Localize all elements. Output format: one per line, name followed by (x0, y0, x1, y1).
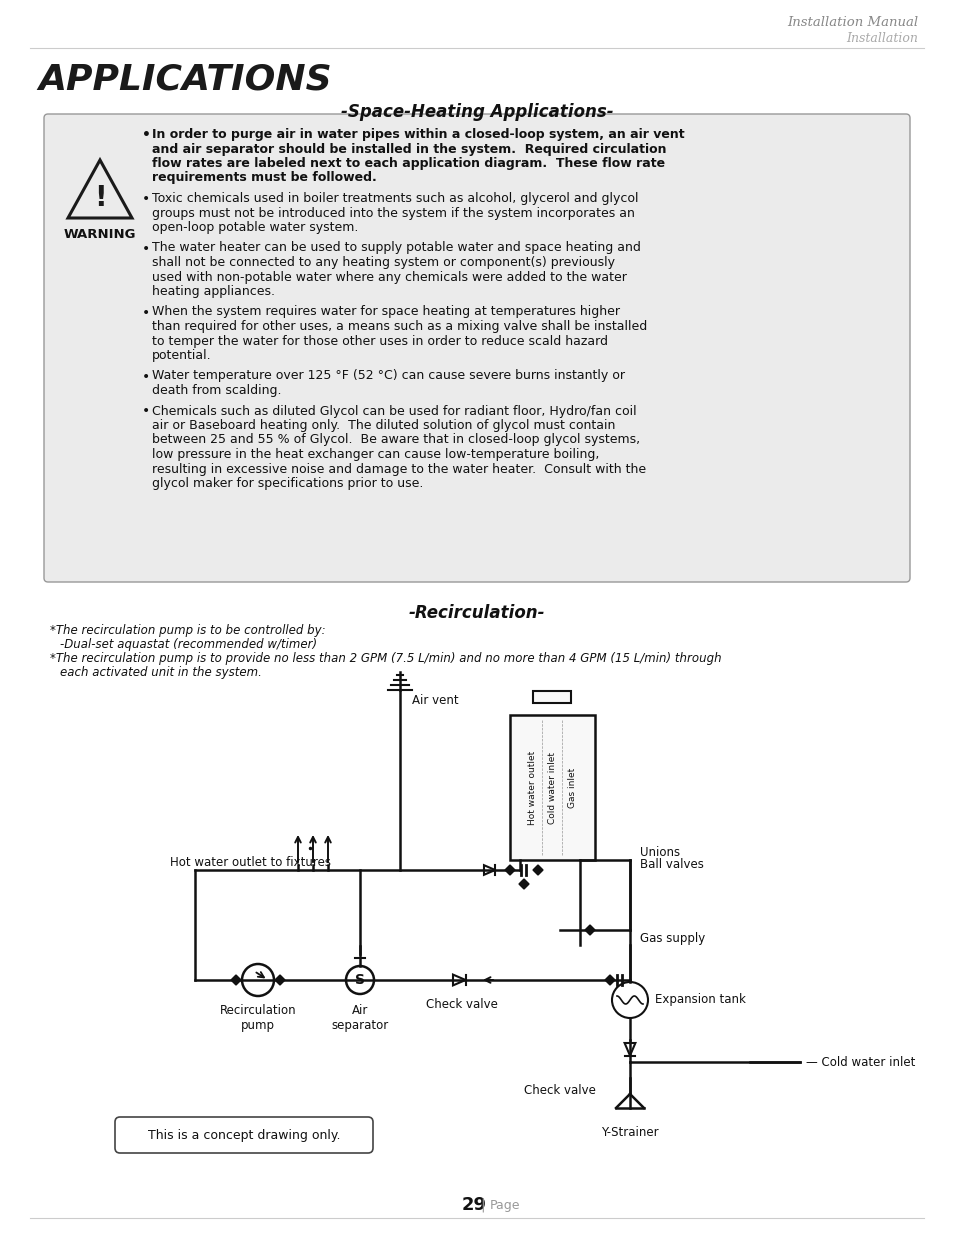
Text: Cold water inlet: Cold water inlet (548, 752, 557, 824)
Text: used with non-potable water where any chemicals were added to the water: used with non-potable water where any ch… (152, 270, 626, 284)
Text: Ball valves: Ball valves (639, 858, 703, 872)
Text: •: • (142, 191, 150, 206)
Text: S: S (355, 973, 365, 987)
Text: Air
separator: Air separator (331, 1004, 388, 1032)
Text: shall not be connected to any heating system or component(s) previously: shall not be connected to any heating sy… (152, 256, 615, 269)
Polygon shape (518, 879, 529, 889)
Text: air or Baseboard heating only.  The diluted solution of glycol must contain: air or Baseboard heating only. The dilut… (152, 419, 615, 432)
Text: Hot water outlet to fixtures: Hot water outlet to fixtures (170, 856, 331, 868)
Polygon shape (274, 974, 285, 986)
Text: Unions: Unions (639, 846, 679, 858)
Text: •: • (142, 242, 150, 256)
Text: 29: 29 (461, 1195, 486, 1214)
Text: This is a concept drawing only.: This is a concept drawing only. (148, 1129, 340, 1141)
Bar (533, 692, 571, 703)
Bar (510, 715, 595, 860)
Text: and air separator should be installed in the system.  Required circulation: and air separator should be installed in… (152, 142, 666, 156)
Text: Toxic chemicals used in boiler treatments such as alcohol, glycerol and glycol: Toxic chemicals used in boiler treatment… (152, 191, 638, 205)
Polygon shape (604, 974, 615, 986)
Text: •: • (142, 369, 150, 384)
FancyBboxPatch shape (44, 114, 909, 582)
Text: Gas supply: Gas supply (639, 932, 704, 945)
Text: open-loop potable water system.: open-loop potable water system. (152, 221, 358, 233)
Text: low pressure in the heat exchanger can cause low-temperature boiling,: low pressure in the heat exchanger can c… (152, 448, 598, 461)
Text: heating appliances.: heating appliances. (152, 285, 274, 298)
Polygon shape (504, 864, 515, 876)
Text: *The recirculation pump is to provide no less than 2 GPM (7.5 L/min) and no more: *The recirculation pump is to provide no… (50, 652, 720, 664)
Text: -Space-Heating Applications-: -Space-Heating Applications- (340, 103, 613, 121)
Text: flow rates are labeled next to each application diagram.  These flow rate: flow rates are labeled next to each appl… (152, 157, 664, 170)
Text: Installation: Installation (845, 32, 917, 44)
Text: •: • (142, 405, 150, 419)
Text: Gas inlet: Gas inlet (568, 768, 577, 808)
Text: -Dual-set aquastat (recommended w/timer): -Dual-set aquastat (recommended w/timer) (60, 638, 316, 651)
Text: Chemicals such as diluted Glycol can be used for radiant floor, Hydro/fan coil: Chemicals such as diluted Glycol can be … (152, 405, 636, 417)
Text: -Recirculation-: -Recirculation- (408, 604, 545, 622)
Text: •: • (142, 128, 151, 142)
Text: groups must not be introduced into the system if the system incorporates an: groups must not be introduced into the s… (152, 206, 634, 220)
Text: In order to purge air in water pipes within a closed-loop system, an air vent: In order to purge air in water pipes wit… (152, 128, 684, 141)
Text: resulting in excessive noise and damage to the water heater.  Consult with the: resulting in excessive noise and damage … (152, 462, 645, 475)
Text: !: ! (93, 184, 106, 212)
Text: Air vent: Air vent (412, 694, 458, 706)
Text: Hot water outlet: Hot water outlet (528, 751, 537, 825)
Text: Page: Page (490, 1198, 520, 1212)
Text: |: | (479, 1198, 484, 1213)
Text: requirements must be followed.: requirements must be followed. (152, 172, 376, 184)
FancyBboxPatch shape (115, 1116, 373, 1153)
Text: — Cold water inlet: — Cold water inlet (805, 1056, 915, 1068)
Text: between 25 and 55 % of Glycol.  Be aware that in closed-loop glycol systems,: between 25 and 55 % of Glycol. Be aware … (152, 433, 639, 447)
Text: Installation Manual: Installation Manual (786, 16, 917, 28)
Text: Water temperature over 125 °F (52 °C) can cause severe burns instantly or: Water temperature over 125 °F (52 °C) ca… (152, 369, 624, 383)
Text: death from scalding.: death from scalding. (152, 384, 281, 396)
Text: each activated unit in the system.: each activated unit in the system. (60, 666, 262, 679)
Text: than required for other uses, a means such as a mixing valve shall be installed: than required for other uses, a means su… (152, 320, 646, 333)
Text: The water heater can be used to supply potable water and space heating and: The water heater can be used to supply p… (152, 242, 640, 254)
Text: Y-Strainer: Y-Strainer (600, 1126, 659, 1139)
Text: to temper the water for those other uses in order to reduce scald hazard: to temper the water for those other uses… (152, 335, 607, 347)
Text: potential.: potential. (152, 350, 212, 362)
Polygon shape (231, 974, 241, 986)
Text: When the system requires water for space heating at temperatures higher: When the system requires water for space… (152, 305, 619, 319)
Text: •: • (142, 305, 150, 320)
Text: WARNING: WARNING (64, 228, 136, 241)
Text: Recirculation
pump: Recirculation pump (219, 1004, 296, 1032)
Text: *The recirculation pump is to be controlled by:: *The recirculation pump is to be control… (50, 624, 325, 637)
Text: Expansion tank: Expansion tank (655, 993, 745, 1007)
Polygon shape (584, 925, 595, 935)
Text: glycol maker for specifications prior to use.: glycol maker for specifications prior to… (152, 477, 423, 490)
Text: Check valve: Check valve (523, 1084, 596, 1097)
Text: APPLICATIONS: APPLICATIONS (38, 62, 332, 96)
Polygon shape (533, 864, 542, 876)
Text: Check valve: Check valve (426, 998, 497, 1011)
